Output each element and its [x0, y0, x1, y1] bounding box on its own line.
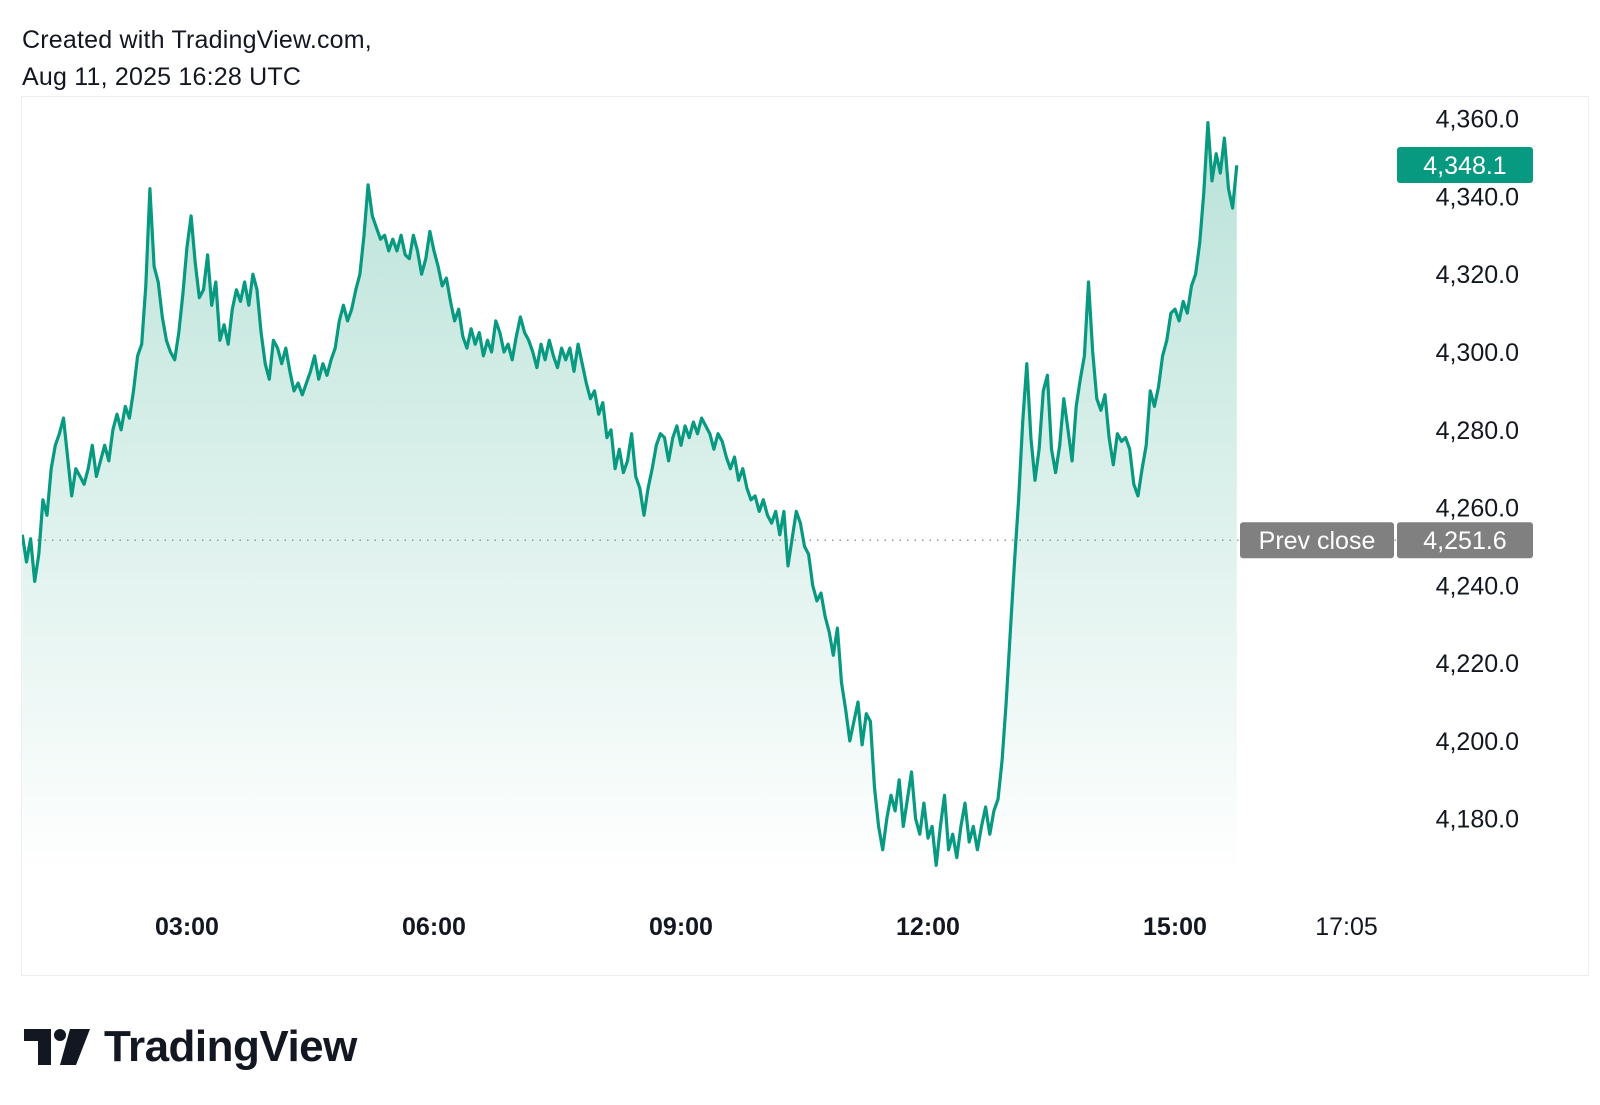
y-tick-label: 4,360.0 [1436, 106, 1519, 134]
y-tick-label: 4,240.0 [1436, 572, 1519, 600]
last-price-badge: 4,348.1 [1397, 146, 1533, 183]
y-tick-label: 4,340.0 [1436, 183, 1519, 211]
y-tick-label: 4,320.0 [1436, 261, 1519, 289]
chart-frame: 4,360.0 4,340.0 4,320.0 4,300.0 4,280.0 4,260… [21, 96, 1589, 976]
last-price-value: 4,348.1 [1423, 152, 1506, 180]
prev-close-label: Prev close [1259, 527, 1376, 555]
y-tick-label: 4,260.0 [1436, 495, 1519, 523]
price-line [22, 121, 1239, 867]
y-tick-label: 4,200.0 [1436, 728, 1519, 756]
price-area-fill [22, 122, 1237, 878]
x-tick-label: 03:00 [155, 913, 219, 941]
y-tick-label: 4,300.0 [1436, 339, 1519, 367]
header-timestamp: Aug 11, 2025 16:28 UTC [22, 63, 302, 91]
y-tick-label: 4,220.0 [1436, 650, 1519, 678]
y-tick-label: 4,180.0 [1436, 806, 1519, 834]
prev-close-badge: Prev close 4,251.6 [1240, 522, 1533, 559]
x-tick-label: 12:00 [896, 913, 960, 941]
price-chart[interactable]: 4,360.0 4,340.0 4,320.0 4,300.0 4,280.0 4,260… [22, 97, 1590, 977]
header-created-with: Created with TradingView.com, [22, 26, 372, 54]
x-tick-label: 17:05 [1315, 913, 1378, 941]
x-tick-label: 09:00 [649, 913, 713, 941]
x-tick-label: 15:00 [1143, 913, 1207, 941]
x-tick-label: 06:00 [402, 913, 466, 941]
tradingview-logo-icon [24, 1029, 90, 1065]
tradingview-logo[interactable]: TradingView [24, 1022, 357, 1072]
chart-header: Created with TradingView.com, Aug 11, 20… [22, 22, 372, 96]
prev-close-value: 4,251.6 [1423, 527, 1506, 555]
tradingview-logo-text: TradingView [104, 1022, 357, 1071]
y-tick-label: 4,280.0 [1436, 417, 1519, 445]
